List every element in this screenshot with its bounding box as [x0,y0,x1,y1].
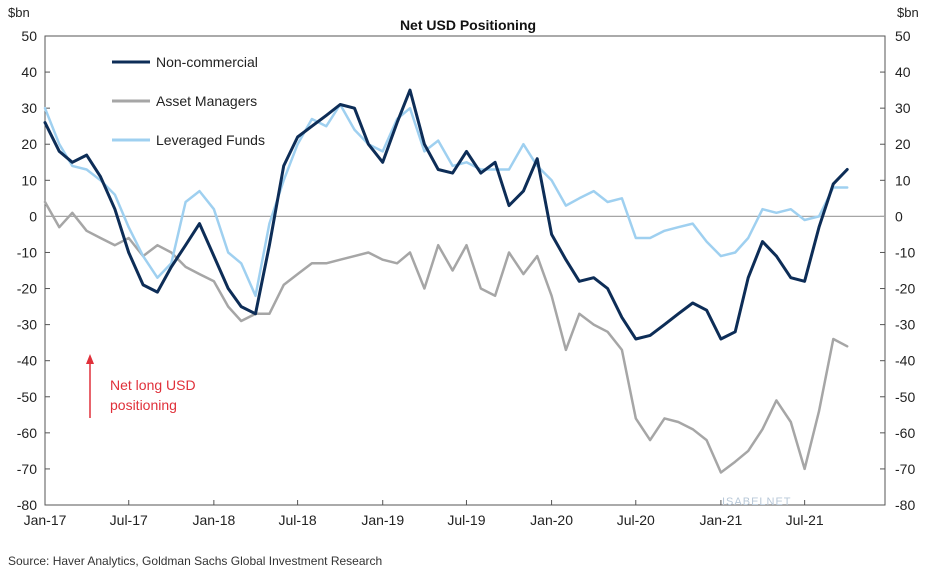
x-tick-label: Jul-21 [786,512,824,528]
y-tick-label-right: -20 [895,281,915,297]
y-tick-label-left: -20 [17,281,37,297]
y-tick-label-right: -60 [895,425,915,441]
annotation: Net long USD positioning [86,354,196,418]
series-line-leveraged-funds [43,103,849,298]
y-tick-label-left: 10 [21,172,37,188]
arrow-up-icon [86,354,94,364]
y-tick-label-right: -40 [895,353,915,369]
y-tick-label-left: 40 [21,64,37,80]
y-tick-label-left: -70 [17,461,37,477]
series-line-non-commercial [43,88,849,341]
y-tick-label-left: 20 [21,136,37,152]
annotation-line-1: Net long USD [110,377,196,393]
x-tick-label: Jul-18 [279,512,317,528]
y-tick-label-right: -10 [895,244,915,260]
y-tick-label-left: -10 [17,244,37,260]
x-tick-label: Jul-17 [110,512,148,528]
series-lines [43,88,849,474]
y-tick-label-right: -80 [895,497,915,513]
x-axis: Jan-17 Jul-17 Jan-18 Jul-18 Jan-19 Jul-19 Jan-… [24,500,824,528]
y-tick-label-right: 40 [895,64,911,80]
y-tick-label-left: 50 [21,28,37,44]
y-tick-label-left: 30 [21,100,37,116]
watermark: ISABELNET [722,496,792,508]
x-tick-label: Jan-20 [530,512,573,528]
y-axis-left: 50 40 30 20 10 0 -10 -20 -30 -40 -50 -60 -70 -80 [17,28,50,513]
y-tick-label-left: -50 [17,389,37,405]
y-tick-label-left: -80 [17,497,37,513]
y-tick-label-right: -50 [895,389,915,405]
x-tick-label: Jan-18 [192,512,235,528]
y-axis-unit-right: $bn [897,5,919,20]
y-axis-unit-left: $bn [8,5,30,20]
y-tick-label-left: -60 [17,425,37,441]
y-tick-label-left: -40 [17,353,37,369]
legend-label-non-commercial: Non-commercial [156,54,258,70]
legend-label-asset-managers: Asset Managers [156,93,257,109]
x-tick-label: Jan-21 [699,512,742,528]
y-tick-label-left: -30 [17,317,37,333]
annotation-line-2: positioning [110,397,177,413]
y-tick-label-right: -70 [895,461,915,477]
x-tick-label: Jul-20 [617,512,655,528]
chart-title: Net USD Positioning [400,17,536,33]
y-tick-label-right: 20 [895,136,911,152]
y-tick-label-left: 0 [29,208,37,224]
y-tick-label-right: -30 [895,317,915,333]
series-line-asset-managers [43,200,849,474]
y-tick-label-right: 30 [895,100,911,116]
x-tick-label: Jan-17 [24,512,67,528]
y-tick-label-right: 0 [895,208,903,224]
x-tick-label: Jul-19 [447,512,485,528]
y-axis-right: 50 40 30 20 10 0 -10 -20 -30 -40 -50 -60 -70 -80 [880,28,915,513]
legend: Non-commercial Asset Managers Leveraged … [112,54,265,148]
plot-frame [44,35,886,506]
legend-label-leveraged-funds: Leveraged Funds [156,132,265,148]
y-tick-label-right: 50 [895,28,911,44]
plot-border [44,35,886,506]
source-note: Source: Haver Analytics, Goldman Sachs G… [8,554,382,568]
x-tick-label: Jan-19 [361,512,404,528]
y-tick-label-right: 10 [895,172,911,188]
